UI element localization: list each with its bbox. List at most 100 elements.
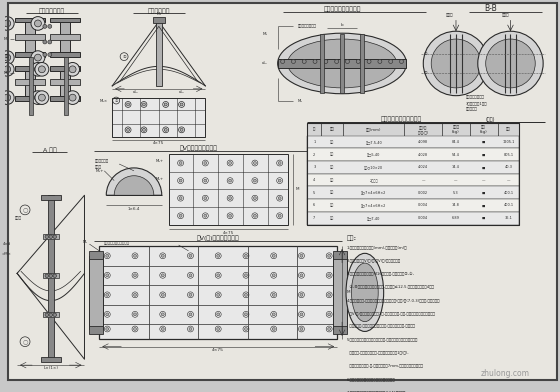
Text: 400.1: 400.1 [503, 203, 514, 207]
Circle shape [272, 313, 275, 316]
Ellipse shape [278, 33, 407, 94]
Text: 管□7-40: 管□7-40 [367, 216, 380, 220]
Circle shape [324, 60, 328, 64]
Bar [278, 58, 407, 68]
Text: 4.028: 4.028 [418, 153, 428, 157]
Text: 6.其他施工工艺遵守有关规范、规程的规定。: 6.其他施工工艺遵守有关规范、规程的规定。 [347, 377, 396, 381]
Circle shape [486, 39, 535, 88]
Bar [169, 154, 288, 225]
Circle shape [291, 60, 296, 64]
Text: 4×75: 4×75 [222, 231, 234, 235]
Text: ①: ① [423, 52, 427, 56]
Text: 轴向力: 轴向力 [502, 14, 509, 18]
Text: ■: ■ [482, 216, 486, 220]
Circle shape [179, 162, 182, 165]
Text: 的连接节点;其余加工情况见节点图,中间板计算确定,对应处。: 的连接节点;其余加工情况见节点图,中间板计算确定,对应处。 [347, 324, 415, 328]
Circle shape [399, 60, 403, 64]
Circle shape [0, 51, 14, 64]
Circle shape [106, 293, 109, 296]
Circle shape [189, 274, 192, 277]
Text: L×(1×): L×(1×) [43, 366, 58, 370]
Circle shape [53, 313, 57, 317]
Bar [50, 66, 80, 71]
Text: —: — [507, 178, 510, 182]
Text: 轴向力: 轴向力 [445, 14, 453, 18]
Circle shape [253, 197, 256, 200]
Text: 84.4: 84.4 [452, 140, 460, 144]
Text: 2: 2 [313, 153, 315, 157]
Circle shape [35, 94, 41, 101]
Text: 0.004: 0.004 [418, 203, 428, 207]
Bar [360, 34, 364, 93]
Text: 外端接头按节点图-拼,全部为单侧于7mm,技术规程中工艺要求。: 外端接头按节点图-拼,全部为单侧于7mm,技术规程中工艺要求。 [347, 364, 423, 368]
Text: 4: 4 [313, 178, 315, 182]
Circle shape [0, 62, 14, 76]
Circle shape [253, 214, 256, 217]
Bar [60, 71, 69, 96]
Text: ■: ■ [482, 140, 486, 144]
Text: M₂+: M₂+ [156, 177, 164, 181]
Circle shape [133, 313, 137, 316]
Circle shape [35, 62, 49, 76]
Text: 7.图中钢材规范料按强度等级不低于Q345的要求。: 7.图中钢材规范料按强度等级不低于Q345的要求。 [347, 390, 407, 392]
Circle shape [228, 162, 232, 165]
Text: 连接按此,凸型端头节点图,全部节点图整体为1组(不),: 连接按此,凸型端头节点图,全部节点图整体为1组(不), [347, 350, 409, 354]
Text: =M×: =M× [1, 252, 11, 256]
Circle shape [39, 94, 45, 101]
Circle shape [204, 214, 207, 217]
Bar [15, 66, 45, 71]
Bar [43, 234, 59, 239]
Text: 管V凹凸接头钢板大样: 管V凹凸接头钢板大样 [179, 145, 217, 151]
Bar [41, 195, 60, 200]
Bar [112, 98, 206, 137]
Bar [50, 96, 80, 101]
Circle shape [66, 62, 80, 76]
Text: ■: ■ [482, 165, 486, 169]
Circle shape [31, 91, 45, 104]
Text: 4×75: 4×75 [212, 348, 224, 352]
Circle shape [48, 24, 52, 28]
Text: ○: ○ [22, 207, 28, 212]
Circle shape [45, 313, 49, 317]
Circle shape [300, 293, 303, 296]
Circle shape [217, 328, 220, 330]
Text: M₁: M₁ [297, 98, 302, 103]
Circle shape [253, 179, 256, 182]
Bar [333, 256, 347, 329]
Circle shape [217, 254, 220, 257]
Circle shape [204, 162, 207, 165]
Circle shape [49, 313, 53, 317]
Circle shape [31, 51, 45, 64]
Circle shape [48, 40, 52, 44]
Circle shape [31, 62, 45, 76]
Text: 全段段拼装端头: 全段段拼装端头 [39, 8, 65, 14]
Circle shape [35, 91, 49, 104]
Circle shape [272, 328, 275, 330]
Circle shape [278, 197, 281, 200]
Circle shape [39, 66, 45, 73]
Circle shape [346, 60, 349, 64]
Circle shape [228, 179, 232, 182]
Bar [307, 136, 519, 149]
Text: M₁: M₁ [156, 12, 161, 16]
Circle shape [217, 293, 220, 296]
Text: 1×6.4: 1×6.4 [128, 207, 140, 211]
Text: 3.凹型接头连接板全周按M16高强螺栓,在管板对应①,②,: 3.凹型接头连接板全周按M16高强螺栓,在管板对应①,②, [347, 271, 415, 275]
Bar [90, 256, 103, 329]
Text: 6.89: 6.89 [452, 216, 460, 220]
Circle shape [478, 31, 543, 96]
Circle shape [245, 313, 248, 316]
Text: 0.004: 0.004 [418, 216, 428, 220]
Text: ②: ② [114, 98, 118, 103]
Circle shape [4, 54, 11, 61]
Circle shape [313, 60, 317, 64]
Circle shape [300, 254, 303, 257]
Circle shape [4, 20, 11, 27]
Text: —: — [482, 178, 486, 182]
Text: M: M [296, 187, 299, 191]
Circle shape [179, 214, 182, 217]
Bar [43, 312, 59, 317]
Circle shape [328, 254, 330, 257]
Text: 2.本图适用于管V(凸)型,管V(凹)型接头详图。: 2.本图适用于管V(凸)型,管V(凹)型接头详图。 [347, 258, 402, 262]
Circle shape [127, 128, 129, 131]
